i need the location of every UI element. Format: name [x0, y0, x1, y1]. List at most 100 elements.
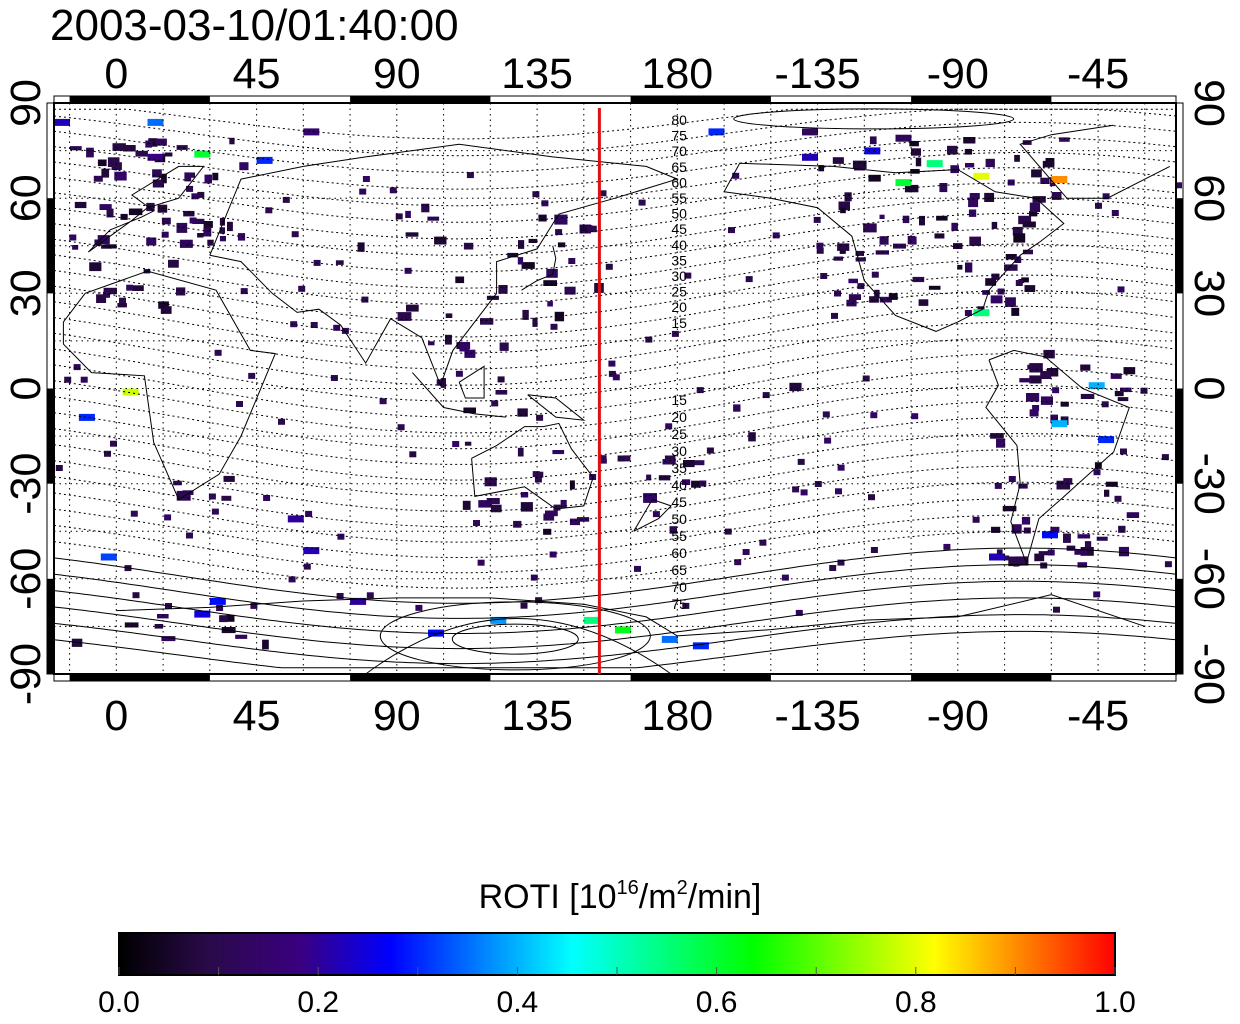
roti-cell [869, 136, 877, 145]
magnetic-contour [53, 630, 1177, 669]
magnetic-contour [53, 369, 1177, 434]
lon-tick-label-bottom: 45 [233, 692, 281, 740]
roti-cell [919, 215, 925, 226]
colorbar-tick-label: 0.6 [695, 986, 738, 1019]
roti-patch [287, 515, 304, 523]
contour-label-south: 15 [671, 392, 687, 408]
magnetic-contour [53, 433, 1177, 497]
roti-cell [1032, 405, 1040, 411]
roti-cell [863, 223, 877, 233]
roti-cell [984, 192, 995, 202]
roti-cell [168, 259, 179, 268]
roti-cell [366, 592, 374, 599]
roti-cell [486, 498, 500, 505]
roti-cell [110, 440, 117, 447]
lat-tick-label-right: -30 [1185, 453, 1233, 515]
roti-cell [834, 290, 841, 297]
roti-cell [652, 511, 660, 518]
roti-cell [404, 267, 412, 274]
roti-cell [507, 252, 519, 258]
magnetic-contour [53, 259, 1177, 322]
roti-cell [569, 480, 575, 490]
roti-cell [1140, 387, 1148, 394]
roti-cell [1024, 285, 1036, 292]
roti-cell [55, 465, 63, 471]
roti-cell [106, 208, 114, 218]
roti-cell [816, 247, 824, 254]
roti-cell [996, 549, 1003, 555]
magnetic-contour [53, 417, 1177, 481]
roti-cell [600, 455, 607, 464]
roti-cell [1120, 387, 1132, 393]
roti-cell [463, 407, 476, 414]
roti-cell [928, 285, 941, 290]
roti-cell [862, 375, 870, 382]
roti-cell [1080, 393, 1095, 399]
roti-cell [555, 229, 563, 236]
roti-cell [1126, 512, 1140, 518]
roti-cell [161, 231, 169, 238]
roti-cell [1056, 480, 1071, 490]
roti-cell [964, 310, 972, 316]
roti-cell [874, 289, 880, 297]
roti-cell [1053, 606, 1060, 613]
roti-patch [490, 616, 507, 624]
roti-patch [194, 150, 211, 158]
contour-label-north: 80 [671, 112, 687, 128]
roti-cell [291, 231, 299, 238]
roti-cell [517, 408, 528, 417]
contour-label-south: 20 [671, 409, 687, 425]
roti-cell [1031, 169, 1042, 178]
roti-cell [868, 174, 881, 182]
roti-cell [871, 271, 879, 278]
roti-cell [1011, 524, 1022, 534]
colorbar-title-prefix: ROTI [10 [478, 878, 617, 916]
colorbar-title-mid: /m [638, 878, 677, 916]
roti-cell [132, 285, 144, 291]
roti-cell [951, 222, 958, 231]
lon-tick-label-bottom: -135 [775, 692, 861, 740]
roti-cell [852, 160, 867, 169]
roti-patch [350, 597, 367, 605]
coastline [471, 422, 594, 510]
roti-cell [1117, 397, 1129, 402]
roti-cell [216, 605, 224, 611]
roti-cell [89, 262, 102, 272]
roti-cell [114, 171, 127, 181]
roti-cell [357, 242, 365, 252]
roti-cell [290, 321, 298, 328]
roti-patch [1098, 436, 1115, 444]
roti-cell [183, 210, 195, 217]
lon-tick-label-top: -135 [775, 50, 861, 98]
roti-cell [839, 249, 846, 254]
roti-cell [904, 184, 919, 193]
roti-cell [499, 342, 509, 351]
roti-cell [1060, 401, 1069, 407]
roti-cell [226, 614, 235, 622]
roti-cell [1021, 516, 1031, 525]
roti-cell [173, 480, 182, 486]
frame-band-left [47, 578, 54, 674]
lon-tick-label-bottom: 0 [104, 692, 128, 740]
roti-cell [734, 559, 742, 566]
roti-cell [1050, 414, 1058, 423]
roti-patch [583, 616, 600, 624]
roti-cell [1105, 481, 1118, 487]
roti-cell [829, 565, 837, 571]
lat-tick-label-right: 90 [1185, 79, 1233, 127]
roti-cell [968, 209, 977, 217]
roti-cell [212, 172, 219, 181]
roti-patch [1042, 531, 1058, 539]
roti-cell [361, 296, 369, 303]
magnetic-contour [53, 614, 1177, 665]
roti-cell [994, 482, 1002, 489]
roti-cell [389, 187, 397, 194]
roti-cell [207, 239, 214, 246]
lon-tick-label-top: 45 [233, 50, 281, 98]
roti-cell [1005, 297, 1016, 307]
colorbar-tick-label: 1.0 [1094, 986, 1136, 1019]
roti-cell [1104, 489, 1110, 497]
roti-cell [996, 438, 1006, 448]
roti-cell [1029, 375, 1042, 384]
roti-patch [802, 153, 818, 161]
